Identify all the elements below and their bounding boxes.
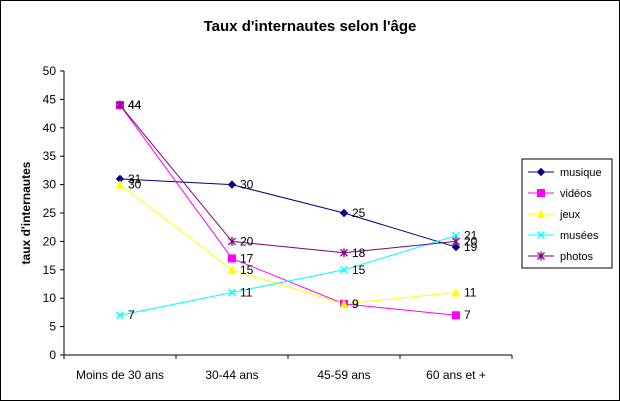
y-axis-label: taux d'internautes: [19, 161, 33, 264]
legend-marker-musees: [537, 231, 545, 239]
point-musique: [339, 208, 349, 218]
x-tick-label: Moins de 30 ans: [76, 368, 164, 382]
series-line-photos: [119, 104, 457, 254]
data-label-musique: 30: [240, 178, 254, 192]
data-label-musees: 21: [464, 229, 478, 243]
data-label-musique: 19: [464, 240, 478, 254]
point-photos: [228, 236, 236, 246]
y-tick-label: 0: [49, 348, 56, 362]
point-photos: [340, 248, 348, 258]
y-tick-label: 10: [43, 291, 57, 305]
data-label-musees: 7: [128, 308, 135, 322]
y-tick-label: 20: [43, 234, 57, 248]
y-tick-label: 35: [43, 149, 57, 163]
data-label-videos: 9: [352, 297, 359, 311]
legend-marker-videos: [537, 189, 545, 197]
legend-marker-photos: [537, 251, 545, 261]
data-label-jeux: 15: [240, 263, 254, 277]
legend-marker-musique: [536, 167, 546, 177]
series-line-musique: [119, 178, 457, 248]
data-label-musees: 15: [352, 263, 366, 277]
legend-marker-jeux: [536, 209, 546, 218]
point-musees: [340, 265, 348, 274]
data-label-musique: 31: [128, 172, 142, 186]
series-markers: [115, 100, 461, 320]
y-tick-label: 15: [43, 263, 57, 277]
series-lines: [119, 104, 457, 316]
y-tick-label: 50: [43, 64, 57, 78]
chart-title: Taux d'internautes selon l'âge: [204, 18, 417, 35]
data-label-photos: 44: [128, 98, 142, 112]
y-tick-label: 30: [43, 178, 57, 192]
data-label-photos: 20: [240, 234, 254, 248]
x-tick-label: 45-59 ans: [317, 368, 370, 382]
point-videos: [452, 311, 460, 320]
legend-label-jeux: jeux: [559, 209, 581, 221]
y-tick-label: 45: [43, 92, 57, 106]
y-tick-label: 5: [49, 320, 56, 334]
y-tick-label: 25: [43, 206, 57, 220]
data-label-videos: 7: [464, 308, 471, 322]
legend: musique vidéos jeux musées photos: [521, 158, 613, 269]
data-label-photos: 18: [352, 246, 366, 260]
point-photos: [116, 100, 124, 110]
axes: 0 5 10 15 20 25 30 35 40 45 50 Moins de 30 ans 30-44…: [43, 64, 513, 382]
legend-label-videos: vidéos: [560, 188, 592, 200]
point-musees: [116, 311, 124, 320]
data-label-jeux: 30: [128, 178, 142, 192]
data-label-jeux: 9: [352, 297, 359, 311]
point-jeux: [227, 265, 237, 274]
point-musees: [228, 288, 236, 297]
data-label-videos: 44: [128, 98, 142, 112]
series-line-jeux: [119, 184, 457, 305]
point-musique: [451, 242, 461, 252]
x-tick-label: 30-44 ans: [205, 368, 258, 382]
data-label-jeux: 11: [464, 286, 477, 300]
legend-label-musees: musées: [560, 230, 599, 242]
point-jeux: [451, 287, 461, 297]
y-tick-label: 40: [43, 121, 57, 135]
series-line-videos: [119, 104, 457, 316]
series-line-musees: [119, 235, 457, 316]
data-label-photos: 20: [464, 234, 478, 248]
data-label-musique: 25: [352, 206, 366, 220]
point-jeux: [339, 299, 349, 308]
data-label-videos: 17: [240, 251, 254, 265]
data-label-musees: 11: [240, 286, 253, 300]
point-musique: [227, 180, 237, 189]
point-photos: [452, 236, 460, 246]
legend-label-musique: musique: [560, 167, 602, 179]
point-jeux: [115, 179, 125, 189]
x-tick-label: 60 ans et +: [426, 368, 486, 382]
point-videos: [228, 254, 236, 263]
legend-label-photos: photos: [560, 251, 594, 263]
point-musees: [452, 231, 460, 240]
